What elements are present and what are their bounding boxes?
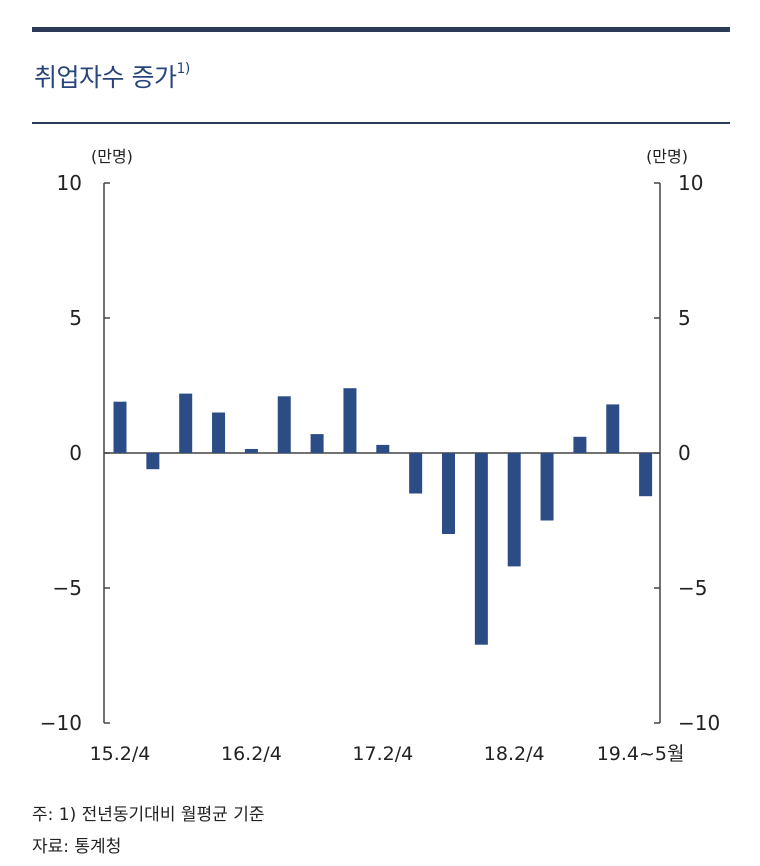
x-tick-label: 17.2/4 xyxy=(352,743,413,765)
x-tick-label: 16.2/4 xyxy=(221,743,282,765)
bar xyxy=(212,412,226,453)
left-y-tick-label: 10 xyxy=(57,171,82,195)
bar xyxy=(113,401,127,453)
chart-title: 취업자수 증가1) xyxy=(34,58,190,94)
left-y-tick-label: −5 xyxy=(53,576,82,600)
bar xyxy=(343,388,357,453)
left-y-tick-label: 5 xyxy=(69,306,82,330)
bar xyxy=(310,434,324,453)
bar xyxy=(442,453,455,534)
chart-title-text: 취업자수 증가 xyxy=(34,63,177,92)
top-rule xyxy=(32,27,730,32)
bar xyxy=(277,396,291,453)
left-y-tick-label: 0 xyxy=(69,441,82,465)
bar xyxy=(179,393,193,453)
bar xyxy=(606,404,620,453)
right-y-tick-label: 5 xyxy=(678,306,691,330)
footnote: 주: 1) 전년동기대비 월평균 기준 xyxy=(32,805,265,825)
right-y-tick-label: 10 xyxy=(678,171,703,195)
bar xyxy=(639,453,653,497)
bar xyxy=(573,436,587,453)
bar xyxy=(507,453,521,567)
x-tick-label: 15.2/4 xyxy=(90,743,151,765)
left-unit-label: (만명) xyxy=(91,147,133,166)
right-y-tick-label: −10 xyxy=(678,711,720,735)
bar xyxy=(474,453,488,645)
right-unit-label: (만명) xyxy=(646,147,688,166)
right-y-tick-label: 0 xyxy=(678,441,691,465)
bar xyxy=(146,453,160,470)
x-tick-label: 18.2/4 xyxy=(484,743,545,765)
bar-chart: (만명) (만명) −10 −10 −5 −5 0 0 5 5 10 10 15.2/4 16.2/4… xyxy=(40,147,720,765)
title-footnote-marker: 1) xyxy=(176,60,190,77)
bar xyxy=(540,453,554,521)
bar xyxy=(409,453,423,494)
bar xyxy=(244,448,258,453)
title-rule xyxy=(32,122,730,124)
source-note: 자료: 통계청 xyxy=(32,837,122,857)
x-tick-label: 19.4~5월 xyxy=(597,743,685,765)
bar xyxy=(376,444,390,453)
right-y-tick-label: −5 xyxy=(678,576,707,600)
left-y-tick-label: −10 xyxy=(40,711,82,735)
